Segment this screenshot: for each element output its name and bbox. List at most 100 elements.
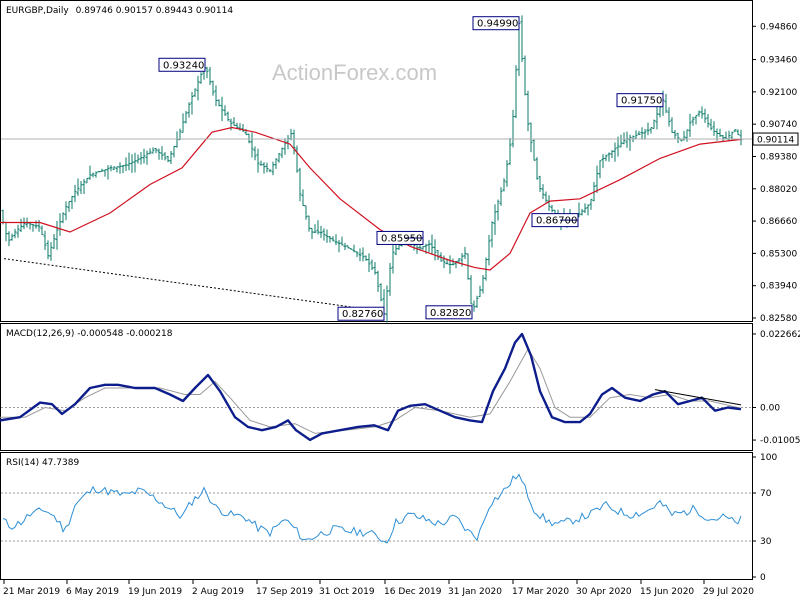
ohlc-bar xyxy=(16,224,20,238)
last-price-tag xyxy=(752,132,799,146)
ohlc-bar xyxy=(694,115,698,125)
ohlc-bar xyxy=(193,88,197,98)
price-callout-label: 0.82760 xyxy=(342,309,383,320)
ohlc-bar xyxy=(595,165,599,193)
rsi-y-tick-label: 30 xyxy=(760,537,772,547)
ohlc-bar xyxy=(355,251,359,258)
ohlc-bar xyxy=(520,15,524,62)
ohlc-bar xyxy=(724,131,728,140)
ohlc-bar xyxy=(10,233,14,241)
ohlc-values: 0.89746 0.90157 0.89443 0.90114 xyxy=(76,6,234,16)
ohlc-bar xyxy=(589,198,593,210)
ohlc-bar xyxy=(706,113,710,128)
ohlc-bar xyxy=(697,110,701,117)
ohlc-bar xyxy=(472,300,476,312)
ohlc-bar xyxy=(655,105,659,130)
ohlc-bar xyxy=(709,118,713,131)
price-y-tick-label: 0.90740 xyxy=(760,120,797,130)
ohlc-bar xyxy=(184,110,188,124)
ohlc-bar xyxy=(499,187,503,206)
ohlc-bar xyxy=(73,184,77,203)
price-y-tick-label: 0.83940 xyxy=(760,282,797,292)
ohlc-bar xyxy=(163,152,167,161)
ohlc-bar xyxy=(604,154,608,162)
price-callout: 0.82820 xyxy=(425,305,473,320)
ohlc-bar xyxy=(601,154,605,169)
ohlc-bar xyxy=(628,134,632,151)
ohlc-bar xyxy=(82,179,86,194)
ohlc-bar xyxy=(349,247,353,250)
ohlc-bar xyxy=(52,234,56,249)
ohlc-bar xyxy=(199,72,203,84)
ohlc-bar xyxy=(49,242,53,261)
ohlc-bar xyxy=(124,157,128,171)
ohlc-bar xyxy=(367,253,371,272)
ohlc-bar xyxy=(514,65,518,119)
ohlc-bar xyxy=(241,123,245,132)
macd-panel-frame xyxy=(0,323,753,451)
macd-y-tick-label: 0.022662 xyxy=(760,330,800,340)
ohlc-bar xyxy=(466,253,470,280)
ohlc-bar xyxy=(277,152,281,163)
ohlc-bar xyxy=(508,137,512,165)
ohlc-bar xyxy=(535,157,539,180)
ohlc-bar xyxy=(259,160,263,166)
macd-y-tick-label: -0.010052 xyxy=(760,436,800,446)
rsi-panel-frame xyxy=(0,452,753,580)
ohlc-bar xyxy=(376,270,380,293)
ohlc-bar xyxy=(433,239,437,261)
ohlc-bar xyxy=(361,247,365,262)
ohlc-bar xyxy=(154,147,158,154)
ohlc-bar xyxy=(40,225,44,235)
ohlc-bar xyxy=(493,204,497,235)
macd-y-tick-label: 0.00 xyxy=(760,403,780,413)
ohlc-bar xyxy=(670,117,674,133)
ohlc-bar xyxy=(526,90,530,132)
x-tick-label: 29 Jul 2020 xyxy=(703,587,754,597)
ohlc-bar xyxy=(643,128,647,140)
ohlc-bar xyxy=(268,169,272,173)
rsi-title: RSI(14) 47.7389 xyxy=(6,458,79,468)
ohlc-bar xyxy=(523,55,527,96)
x-tick-label: 17 Mar 2020 xyxy=(512,587,569,597)
ohlc-bar xyxy=(676,132,680,144)
last-price-label: 0.90114 xyxy=(757,136,794,146)
ohlc-bar xyxy=(532,139,536,161)
macd-trendline xyxy=(654,389,742,406)
ohlc-bar xyxy=(19,218,23,233)
ohlc-bar xyxy=(388,263,392,296)
ohlc-bar xyxy=(79,181,83,194)
ohlc-bar xyxy=(142,148,146,164)
ohlc-bar xyxy=(607,152,611,162)
ohlc-bar xyxy=(478,285,482,298)
ohlc-bar xyxy=(550,204,554,213)
ohlc-bar xyxy=(190,91,194,115)
ohlc-bar xyxy=(211,80,215,96)
ohlc-bar xyxy=(67,201,71,212)
x-tick-label: 21 Mar 2019 xyxy=(3,587,60,597)
ohlc-bar xyxy=(736,129,740,136)
ohlc-bar xyxy=(481,275,485,294)
ohlc-bar xyxy=(100,168,104,172)
ohlc-bar xyxy=(127,152,131,171)
price-header: EURGBP,Daily 0.89746 0.90157 0.89443 0.9… xyxy=(6,6,233,16)
x-tick-label: 15 Jun 2020 xyxy=(640,587,694,597)
ohlc-bar xyxy=(172,145,176,158)
ohlc-bar xyxy=(700,106,704,119)
ohlc-bar xyxy=(598,160,602,179)
ohlc-bar xyxy=(214,85,218,107)
price-callout: 0.82760 xyxy=(337,306,385,321)
ohlc-bar xyxy=(586,204,590,216)
ohlc-bar xyxy=(322,228,326,241)
ohlc-bar xyxy=(328,236,332,243)
ohlc-bar xyxy=(703,108,707,123)
rsi-y-tick-label: 70 xyxy=(760,489,772,499)
ohlc-bar xyxy=(430,234,434,255)
ohlc-bar xyxy=(442,255,446,269)
ohlc-bar xyxy=(685,129,689,142)
ohlc-bar xyxy=(136,154,140,164)
ohlc-bar xyxy=(475,295,479,308)
ohlc-bar xyxy=(652,119,656,129)
ohlc-bar xyxy=(664,93,668,114)
rsi-y-tick-label: 100 xyxy=(760,453,777,463)
